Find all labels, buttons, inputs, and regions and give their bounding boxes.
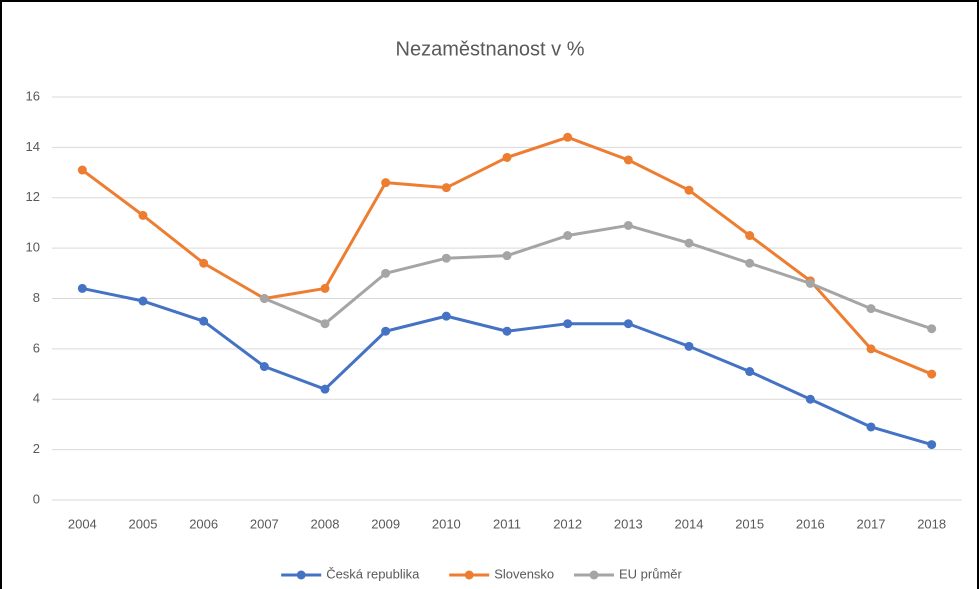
data-point <box>77 165 87 175</box>
legend-label: EU průměr <box>619 566 683 581</box>
y-tick-label: 16 <box>26 88 40 103</box>
y-tick-label: 6 <box>33 340 40 355</box>
data-point <box>866 304 876 314</box>
data-point <box>805 278 815 288</box>
x-tick-label: 2018 <box>917 516 946 531</box>
data-point <box>381 178 391 188</box>
data-point <box>138 296 148 306</box>
data-point <box>684 185 694 195</box>
x-tick-label: 2010 <box>432 516 461 531</box>
data-point <box>320 384 330 394</box>
x-tick-label: 2014 <box>675 516 704 531</box>
data-point <box>563 319 573 329</box>
data-point <box>866 422 876 432</box>
x-tick-label: 2008 <box>311 516 340 531</box>
data-point <box>866 344 876 354</box>
data-point <box>381 268 391 278</box>
data-point <box>623 155 633 165</box>
data-point <box>927 440 937 450</box>
data-point <box>199 316 209 326</box>
data-point <box>684 341 694 351</box>
data-point <box>563 132 573 142</box>
data-point <box>684 238 694 248</box>
y-tick-label: 2 <box>33 441 40 456</box>
legend-label: Slovensko <box>494 566 554 581</box>
data-point <box>138 210 148 220</box>
data-point <box>320 283 330 293</box>
data-point <box>563 231 573 241</box>
chart-title: Nezaměstnanost v % <box>396 38 585 60</box>
y-tick-label: 12 <box>26 189 40 204</box>
legend-label: Česká republika <box>326 566 420 581</box>
x-tick-label: 2011 <box>493 516 521 531</box>
x-tick-label: 2005 <box>129 516 158 531</box>
data-point <box>77 283 87 293</box>
data-point <box>259 362 269 372</box>
data-point <box>199 258 209 268</box>
x-tick-label: 2006 <box>189 516 218 531</box>
legend-marker <box>589 570 599 580</box>
y-tick-label: 0 <box>33 491 40 506</box>
y-tick-label: 8 <box>33 290 40 305</box>
x-tick-label: 2017 <box>857 516 886 531</box>
legend-marker <box>464 570 474 580</box>
data-point <box>502 251 512 261</box>
data-point <box>441 183 451 193</box>
data-point <box>441 311 451 321</box>
data-point <box>441 253 451 263</box>
data-point <box>502 152 512 162</box>
data-point <box>745 258 755 268</box>
y-tick-label: 10 <box>26 240 40 255</box>
x-tick-label: 2009 <box>371 516 400 531</box>
legend-marker <box>296 570 306 580</box>
series-line <box>263 223 933 331</box>
data-point <box>259 294 269 303</box>
x-tick-label: 2012 <box>553 516 582 531</box>
x-tick-label: 2004 <box>68 516 97 531</box>
data-point <box>805 394 815 404</box>
data-point <box>381 326 391 336</box>
data-point <box>927 369 937 379</box>
data-point <box>623 319 633 329</box>
data-point <box>320 319 330 329</box>
data-point <box>745 367 755 377</box>
data-point <box>927 324 937 334</box>
data-point <box>745 231 755 241</box>
x-tick-label: 2013 <box>614 516 643 531</box>
x-tick-label: 2016 <box>796 516 825 531</box>
y-tick-label: 14 <box>26 139 40 154</box>
data-point <box>623 220 633 230</box>
y-tick-label: 4 <box>33 391 40 406</box>
x-tick-label: 2015 <box>735 516 764 531</box>
data-point <box>502 326 512 336</box>
x-tick-label: 2007 <box>250 516 279 531</box>
